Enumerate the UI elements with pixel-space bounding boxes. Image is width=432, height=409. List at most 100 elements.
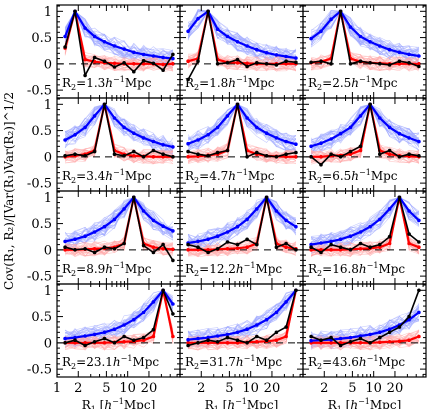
- black-series-point: [264, 195, 269, 200]
- red-series-point: [319, 248, 323, 252]
- blue-series-point: [338, 131, 343, 136]
- blue-series-point: [102, 330, 107, 335]
- red-realisation: [64, 104, 174, 161]
- black-series-point: [102, 336, 107, 341]
- blue-series-point: [407, 317, 411, 322]
- blue-realisation: [310, 10, 420, 58]
- black-series-point: [63, 154, 67, 158]
- red-series-point: [407, 338, 411, 343]
- red-series-point: [161, 155, 165, 159]
- ticks: [56, 191, 180, 284]
- black-series-point: [102, 102, 107, 107]
- plot-area: [57, 288, 180, 351]
- black-series-point: [161, 288, 165, 293]
- panel-5: R2=4.7h−1Mpc: [179, 97, 304, 192]
- red-series-point: [329, 341, 333, 345]
- blue-realisation: [65, 289, 174, 341]
- y-tick-label: 1: [44, 98, 52, 113]
- panel-label: R2=16.8h−1Mpc: [308, 261, 405, 278]
- x-tick-label: 10: [365, 381, 382, 396]
- ticks: [179, 5, 303, 98]
- blue-series-point: [235, 224, 240, 229]
- blue-series-point: [358, 230, 363, 234]
- black-series-line: [310, 196, 420, 254]
- panel-label: R2=8.9h−1Mpc: [62, 261, 152, 278]
- blue-series-point: [358, 334, 363, 338]
- plot-area: [180, 195, 303, 258]
- red-series-point: [225, 341, 230, 345]
- y-tick-label: 0: [44, 57, 52, 72]
- x-tick-label: 5: [225, 381, 233, 396]
- black-series-point: [102, 59, 107, 63]
- blue-realisation: [187, 196, 297, 253]
- blue-series-point: [151, 218, 156, 223]
- red-series-point: [319, 155, 323, 159]
- plot-area: [57, 9, 180, 78]
- black-series-point: [417, 288, 421, 293]
- black-series-point: [397, 59, 402, 63]
- panel-11: 2 5 10 20R1 [h−1Mpc] R2=31.7h−1Mpc: [179, 283, 304, 409]
- y-tick-label: 0.5: [31, 31, 52, 46]
- blue-series-point: [215, 334, 220, 338]
- black-series-point: [161, 152, 165, 156]
- red-series-point: [132, 62, 136, 66]
- red-series-point: [397, 62, 402, 66]
- blue-series-point: [284, 139, 288, 144]
- black-series-point: [83, 154, 87, 158]
- red-series-point: [171, 334, 175, 339]
- black-series-point: [215, 340, 220, 344]
- black-series-point: [132, 149, 136, 154]
- black-series-point: [83, 343, 87, 348]
- blue-series-point: [225, 34, 230, 39]
- red-series-point: [338, 341, 343, 345]
- black-series-point: [338, 9, 343, 14]
- black-series-point: [206, 250, 210, 255]
- panel-label: R2=3.4h−1Mpc: [62, 168, 152, 185]
- black-series-point: [215, 247, 220, 251]
- black-series-point: [141, 155, 146, 159]
- blue-series-point: [329, 17, 333, 22]
- black-series-point: [407, 232, 411, 236]
- black-series-point: [245, 155, 249, 159]
- black-series-point: [309, 60, 313, 65]
- blue-series-point: [417, 139, 421, 144]
- black-series-point: [132, 195, 136, 200]
- red-series-point: [338, 248, 343, 252]
- black-series-point: [63, 245, 67, 249]
- red-realisation: [65, 104, 174, 164]
- black-series-point: [338, 245, 343, 249]
- panel-2: R2=1.8h−1Mpc: [179, 4, 304, 99]
- black-series-point: [378, 152, 382, 156]
- black-series-point: [112, 247, 117, 251]
- black-series-point: [348, 62, 353, 66]
- x-tick-label: 10: [242, 381, 259, 396]
- black-series-point: [196, 59, 200, 63]
- red-series-point: [284, 245, 288, 249]
- blue-series-point: [254, 207, 259, 211]
- x-tick-label: 10: [119, 381, 136, 396]
- y-tick-label: 0.5: [31, 310, 52, 325]
- red-series-point: [161, 62, 165, 67]
- black-series-point: [284, 152, 288, 156]
- black-series-point: [151, 327, 156, 332]
- y-tick-label: 1: [44, 191, 52, 206]
- blue-series-point: [387, 125, 392, 130]
- black-series-point: [254, 334, 259, 339]
- panel-frame: [302, 283, 427, 378]
- red-series-point: [358, 148, 363, 153]
- blue-series-point: [225, 114, 230, 118]
- black-series-point: [92, 55, 97, 60]
- black-series-point: [235, 102, 240, 107]
- black-series-point: [348, 149, 353, 154]
- blue-series-point: [73, 133, 77, 137]
- plot-area: [303, 102, 426, 167]
- blue-series-point: [309, 144, 313, 149]
- black-series-point: [245, 64, 249, 69]
- black-series-point: [329, 62, 333, 66]
- black-series-point: [294, 150, 298, 155]
- black-series-point: [274, 155, 279, 159]
- blue-series-point: [245, 327, 249, 332]
- red-series-point: [186, 248, 190, 252]
- blue-series-point: [245, 44, 249, 48]
- blue-series-point: [196, 239, 200, 244]
